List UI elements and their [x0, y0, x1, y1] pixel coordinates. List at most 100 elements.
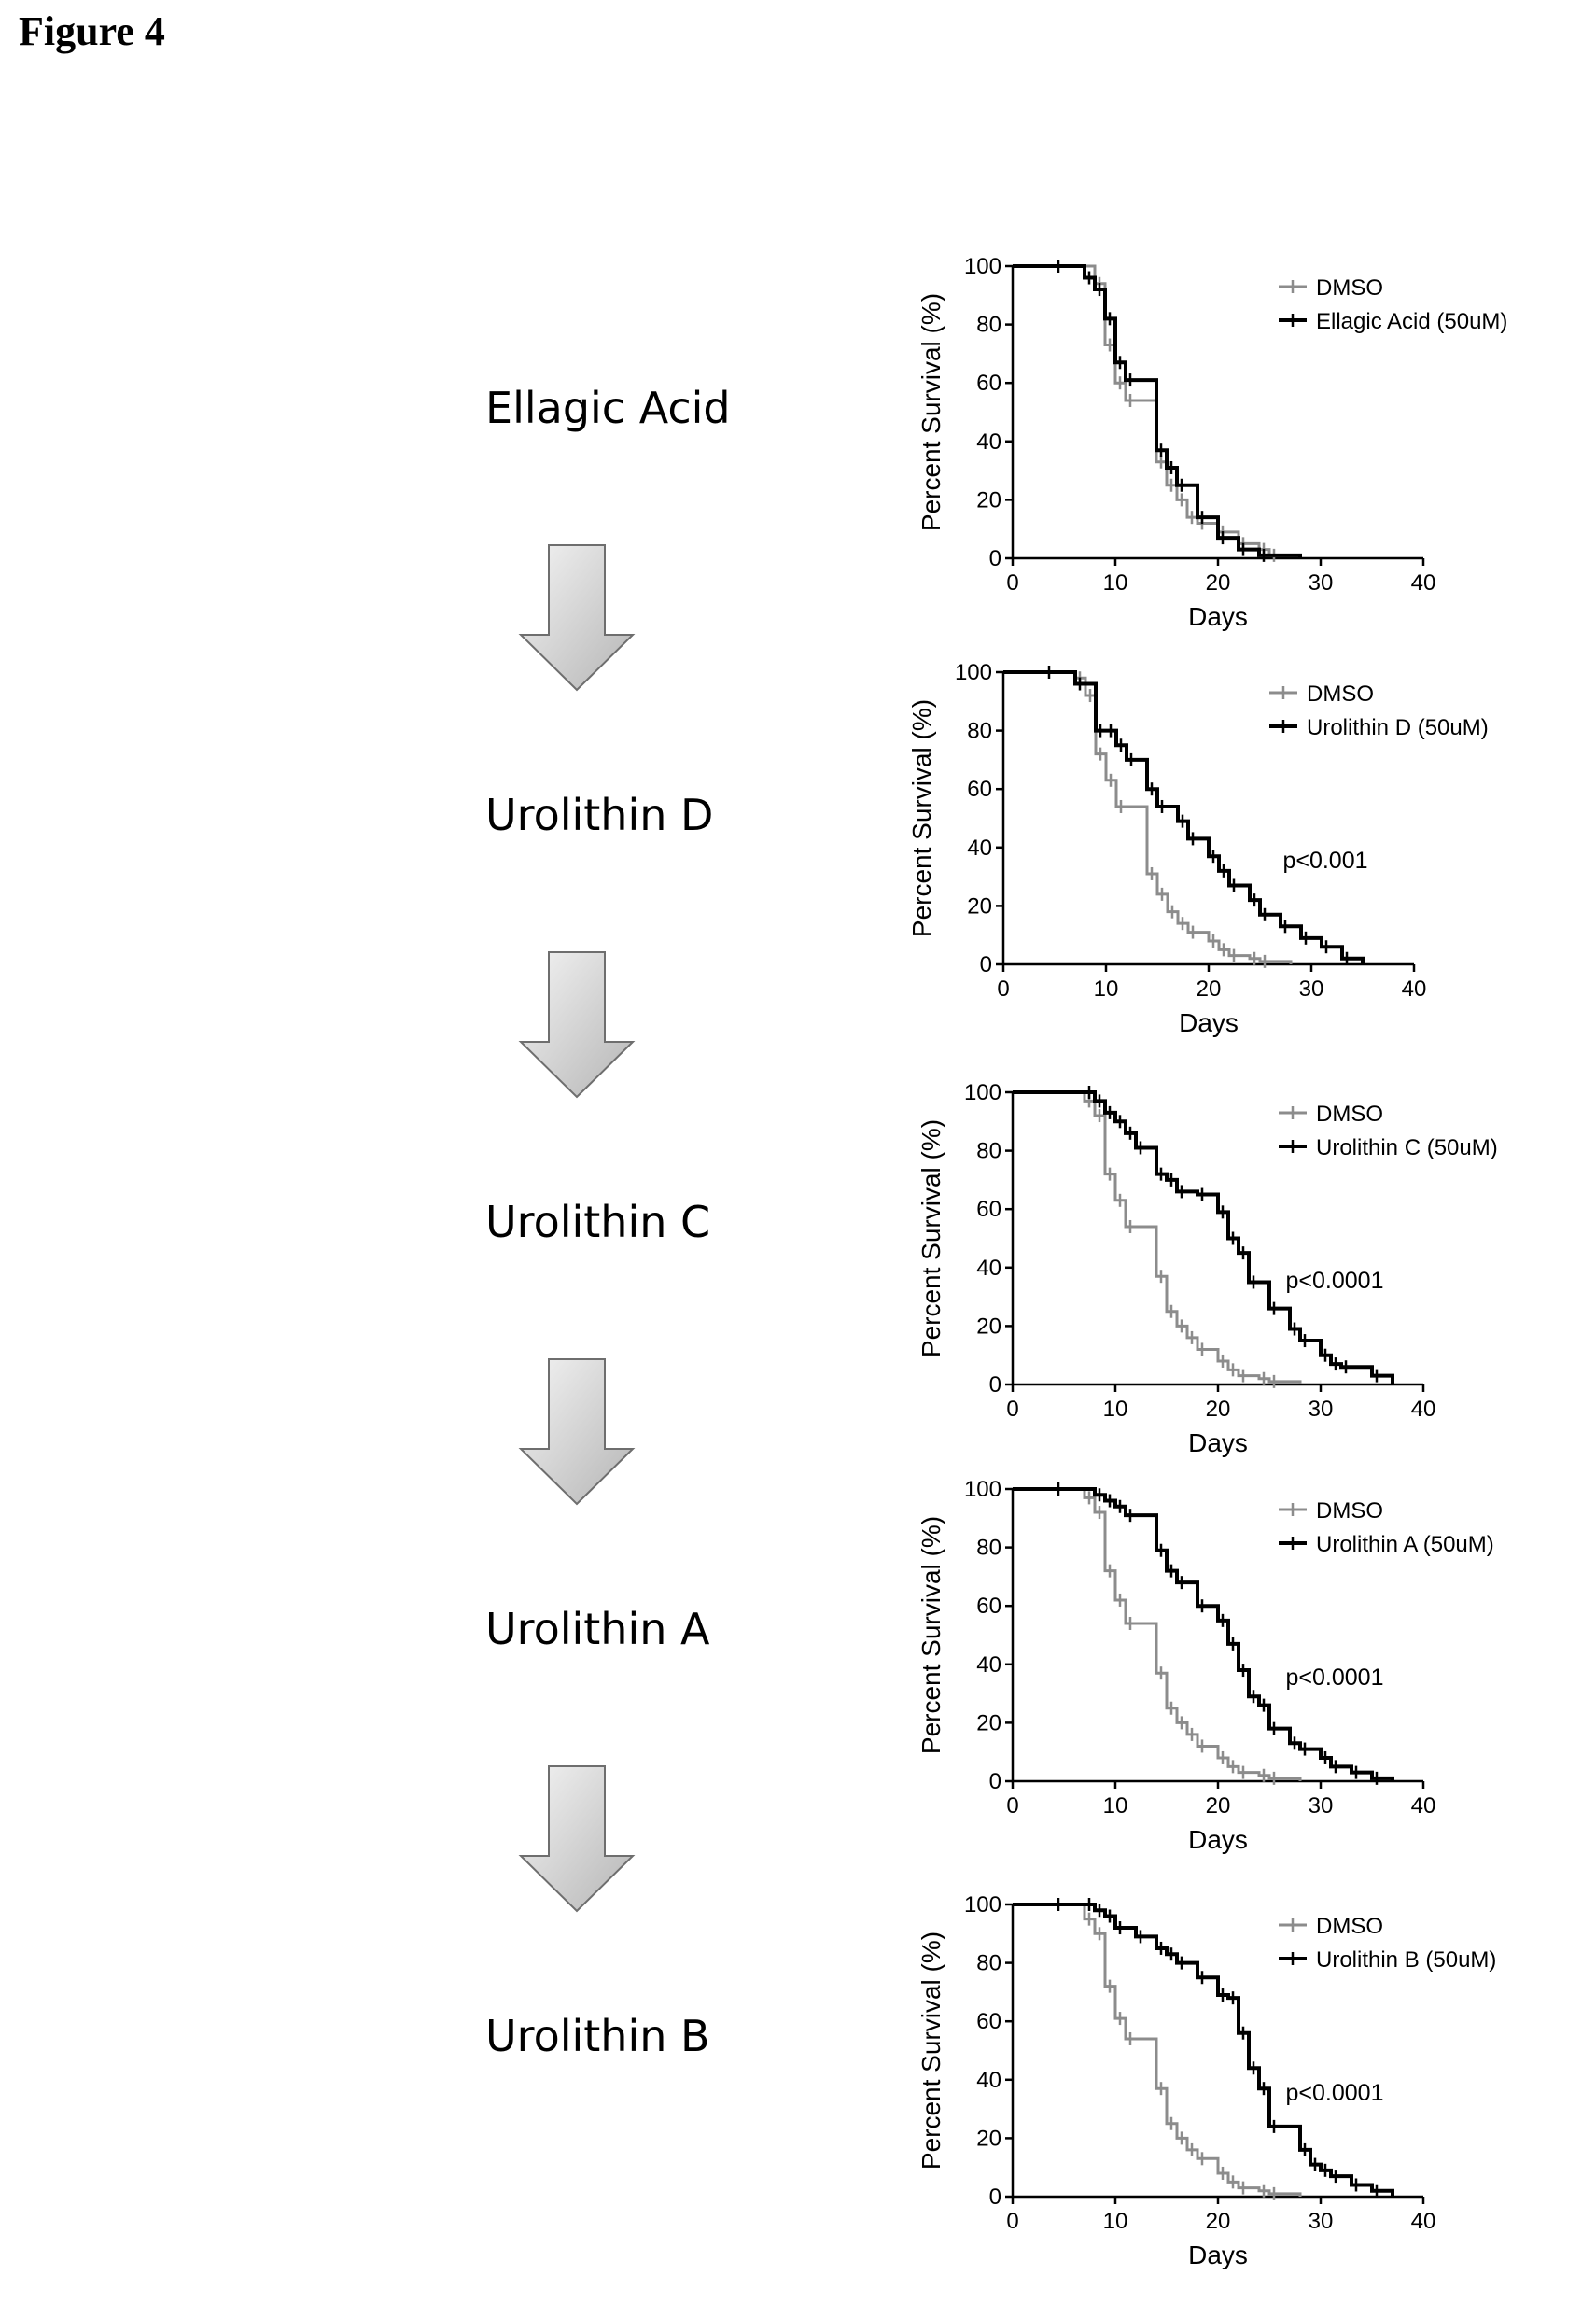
survival-chart-ellagic-acid: 0 20 40 60 80 100 0 10 20 30 40 Days Percent Surviva… — [910, 252, 1507, 653]
y-tick-label: 100 — [964, 1080, 1001, 1105]
legend-label: DMSO — [1316, 1498, 1383, 1524]
compound-label-ellagic-acid: Ellagic Acid — [485, 383, 731, 433]
y-tick-label: 20 — [976, 2126, 1001, 2151]
y-tick-label: 80 — [967, 719, 992, 744]
x-tick-label: 0 — [1006, 2209, 1018, 2234]
y-tick-label: 20 — [967, 893, 992, 919]
x-tick-label: 40 — [1411, 2209, 1436, 2234]
y-tick-label: 100 — [964, 1892, 1001, 1918]
x-tick-label: 30 — [1299, 976, 1324, 1002]
y-tick-label: 80 — [976, 1536, 1001, 1561]
y-axis-label: Percent Survival (%) — [917, 1119, 945, 1357]
x-tick-label: 30 — [1309, 1793, 1334, 1819]
p-value-annotation: p<0.0001 — [1286, 1665, 1384, 1691]
y-tick-label: 0 — [980, 952, 992, 977]
x-tick-label: 0 — [1006, 570, 1018, 596]
p-value-annotation: p<0.0001 — [1286, 2080, 1384, 2106]
x-tick-label: 30 — [1309, 1397, 1334, 1422]
y-axis-label: Percent Survival (%) — [917, 293, 945, 531]
survival-chart-urolithin-a: 0 20 40 60 80 100 0 10 20 30 40 Days Percent Surviva… — [910, 1475, 1507, 1876]
down-arrow-icon — [520, 544, 634, 691]
survival-line-control — [1003, 670, 1293, 964]
y-tick-label: 100 — [964, 254, 1001, 279]
y-tick-label: 0 — [989, 2185, 1001, 2210]
down-arrow-icon — [520, 951, 634, 1098]
legend-label: Urolithin A (50uM) — [1316, 1532, 1494, 1557]
legend-label: Ellagic Acid (50uM) — [1316, 309, 1507, 334]
x-tick-label: 10 — [1103, 1397, 1128, 1422]
x-tick-label: 0 — [1006, 1793, 1018, 1819]
survival-line-treatment — [1003, 670, 1365, 964]
y-tick-label: 60 — [976, 1594, 1001, 1619]
survival-chart-urolithin-c: 0 20 40 60 80 100 0 10 20 30 40 Days Percent Surviva… — [910, 1078, 1507, 1480]
x-axis-label: Days — [1188, 1428, 1248, 1457]
y-tick-label: 60 — [976, 371, 1001, 396]
x-tick-label: 20 — [1206, 2209, 1231, 2234]
x-axis-label: Days — [1179, 1008, 1239, 1037]
y-tick-label: 40 — [976, 1652, 1001, 1678]
x-tick-label: 0 — [1006, 1397, 1018, 1422]
legend-label: Urolithin B (50uM) — [1316, 1947, 1496, 1973]
down-arrow-icon — [520, 1765, 634, 1912]
survival-line-control — [1013, 1903, 1302, 2197]
legend-label: DMSO — [1316, 1102, 1383, 1127]
y-tick-label: 20 — [976, 487, 1001, 513]
legend-label: Urolithin D (50uM) — [1307, 715, 1489, 740]
x-tick-label: 0 — [997, 976, 1009, 1002]
x-tick-label: 10 — [1103, 1793, 1128, 1819]
y-axis-label: Percent Survival (%) — [917, 1516, 945, 1754]
y-tick-label: 40 — [976, 429, 1001, 455]
compound-label-urolithin-d: Urolithin D — [485, 790, 714, 840]
y-axis-label: Percent Survival (%) — [917, 1932, 945, 2170]
y-tick-label: 100 — [964, 1477, 1001, 1502]
survival-chart-urolithin-d: 0 20 40 60 80 100 0 10 20 30 40 Days Percent Surviva… — [901, 658, 1498, 1060]
x-tick-label: 20 — [1197, 976, 1222, 1002]
x-tick-label: 40 — [1411, 1793, 1436, 1819]
x-axis-label: Days — [1188, 2241, 1248, 2269]
x-tick-label: 20 — [1206, 1397, 1231, 1422]
y-tick-label: 80 — [976, 313, 1001, 338]
survival-line-treatment — [1013, 264, 1302, 558]
y-tick-label: 80 — [976, 1951, 1001, 1976]
compound-label-urolithin-b: Urolithin B — [485, 2011, 710, 2061]
x-tick-label: 10 — [1094, 976, 1119, 1002]
x-tick-label: 40 — [1402, 976, 1427, 1002]
x-axis-label: Days — [1188, 1825, 1248, 1854]
x-tick-label: 10 — [1103, 570, 1128, 596]
x-axis-label: Days — [1188, 602, 1248, 631]
x-tick-label: 30 — [1309, 570, 1334, 596]
x-tick-label: 20 — [1206, 570, 1231, 596]
survival-line-control — [1013, 264, 1302, 558]
y-tick-label: 40 — [976, 2068, 1001, 2093]
y-tick-label: 60 — [976, 2009, 1001, 2034]
x-tick-label: 20 — [1206, 1793, 1231, 1819]
survival-line-treatment — [1013, 1903, 1394, 2197]
x-tick-label: 40 — [1411, 1397, 1436, 1422]
y-tick-label: 60 — [967, 777, 992, 802]
survival-chart-urolithin-b: 0 20 40 60 80 100 0 10 20 30 40 Days Percent Surviva… — [910, 1890, 1507, 2292]
y-tick-label: 80 — [976, 1139, 1001, 1164]
survival-line-control — [1013, 1090, 1302, 1384]
x-tick-label: 10 — [1103, 2209, 1128, 2234]
y-tick-label: 60 — [976, 1197, 1001, 1222]
y-tick-label: 0 — [989, 546, 1001, 571]
y-tick-label: 20 — [976, 1710, 1001, 1735]
p-value-annotation: p<0.0001 — [1286, 1268, 1384, 1294]
x-tick-label: 40 — [1411, 570, 1436, 596]
y-tick-label: 20 — [976, 1314, 1001, 1339]
y-tick-label: 40 — [967, 836, 992, 861]
x-tick-label: 30 — [1309, 2209, 1334, 2234]
p-value-annotation: p<0.001 — [1282, 848, 1367, 874]
y-axis-label: Percent Survival (%) — [907, 699, 936, 937]
compound-label-urolithin-c: Urolithin C — [485, 1197, 711, 1247]
legend-label: Urolithin C (50uM) — [1316, 1135, 1498, 1160]
legend-label: DMSO — [1307, 681, 1374, 707]
legend-label: DMSO — [1316, 1914, 1383, 1939]
y-tick-label: 0 — [989, 1769, 1001, 1794]
y-tick-label: 40 — [976, 1256, 1001, 1281]
y-tick-label: 100 — [955, 660, 992, 685]
legend-label: DMSO — [1316, 275, 1383, 301]
survival-line-control — [1013, 1487, 1302, 1781]
compound-label-urolithin-a: Urolithin A — [485, 1604, 710, 1654]
figure-title: Figure 4 — [19, 8, 165, 54]
